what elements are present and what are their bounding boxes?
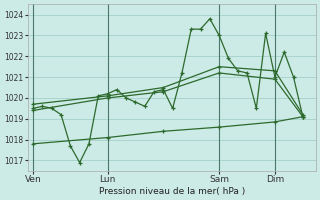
- X-axis label: Pression niveau de la mer( hPa ): Pression niveau de la mer( hPa ): [99, 187, 245, 196]
